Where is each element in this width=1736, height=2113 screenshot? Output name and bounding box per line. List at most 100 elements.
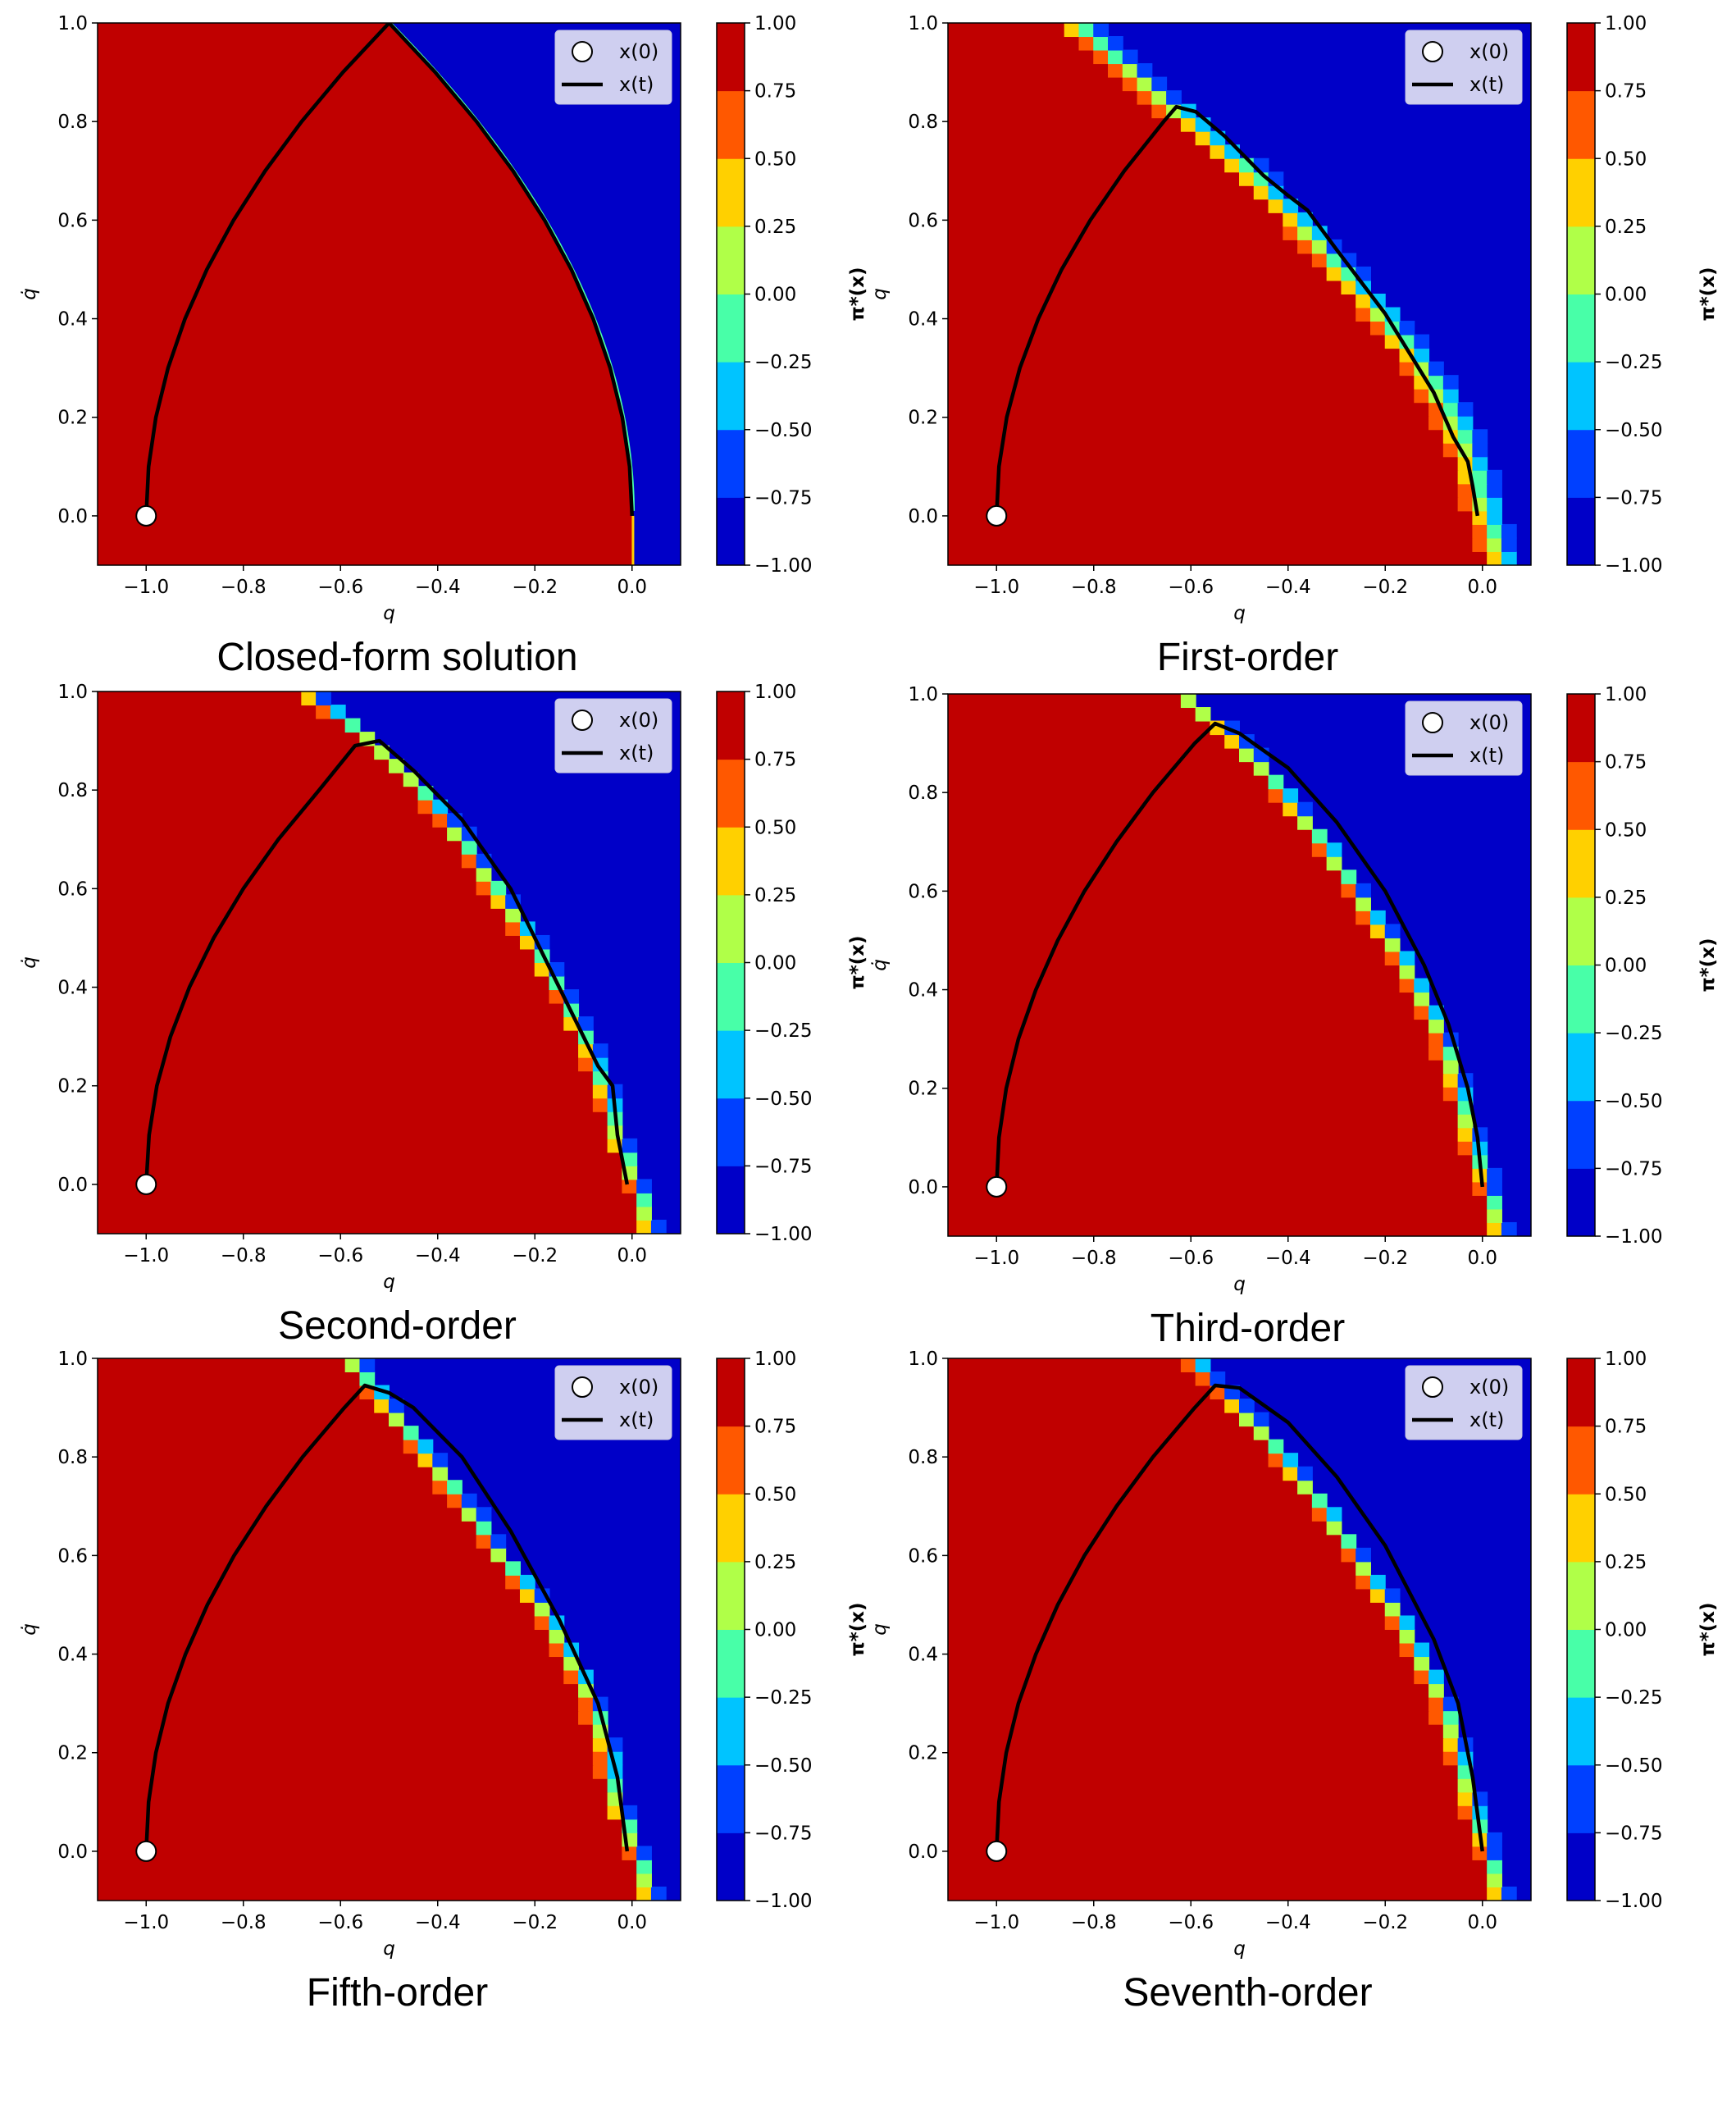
heatmap-cell — [1341, 375, 1357, 390]
heatmap-cell — [578, 1696, 594, 1712]
heatmap-cell — [1049, 1181, 1065, 1196]
heatmap-cell — [257, 1016, 273, 1031]
heatmap-cell — [330, 1043, 346, 1058]
heatmap-cell — [1341, 1019, 1357, 1034]
heatmap-cell — [1180, 924, 1196, 938]
heatmap-cell — [374, 1696, 390, 1712]
heatmap-cell — [403, 1439, 419, 1454]
heatmap-cell — [1064, 1194, 1080, 1210]
heatmap-cell — [1122, 456, 1138, 471]
heatmap-cell — [1414, 1127, 1430, 1142]
heatmap-cell — [1108, 788, 1123, 803]
heatmap-cell — [1399, 361, 1415, 377]
heatmap-cell — [948, 334, 964, 349]
colorbar-tick-label: 0.00 — [1605, 956, 1647, 977]
heatmap-cell — [403, 1125, 419, 1139]
heatmap-cell — [1064, 1127, 1080, 1142]
heatmap-cell — [1210, 510, 1226, 525]
heatmap-cell — [490, 948, 507, 963]
heatmap-cell — [432, 1859, 449, 1874]
heatmap-cell — [592, 1832, 608, 1847]
colorbar-segment — [1567, 23, 1595, 92]
heatmap-cell — [213, 1219, 230, 1234]
heatmap-cell — [1326, 1086, 1342, 1102]
heatmap-cell — [1020, 801, 1037, 817]
heatmap-cell — [549, 1859, 565, 1874]
heatmap-cell — [1005, 951, 1022, 965]
heatmap-cell — [126, 962, 142, 977]
heatmap-cell — [1283, 361, 1299, 377]
heatmap-cell — [257, 1426, 273, 1440]
heatmap-cell — [1268, 402, 1284, 417]
heatmap-cell — [1472, 550, 1488, 565]
heatmap-cell — [563, 1873, 580, 1887]
heatmap-cell — [359, 1642, 376, 1658]
y-axis-label: q̇ — [19, 288, 40, 300]
heatmap-cell — [98, 1791, 113, 1806]
heatmap-cell — [112, 921, 128, 936]
heatmap-cell — [461, 1723, 477, 1739]
heatmap-cell — [98, 1588, 113, 1603]
heatmap-cell — [578, 1723, 594, 1739]
heatmap-cell — [1137, 483, 1153, 498]
heatmap-cell — [1180, 523, 1196, 539]
heatmap-cell — [461, 1043, 477, 1058]
heatmap-cell — [1384, 483, 1401, 498]
heatmap-cell — [1078, 1005, 1095, 1020]
heatmap-cell — [330, 786, 346, 801]
heatmap-cell — [1180, 1127, 1196, 1142]
heatmap-cell — [1020, 171, 1037, 186]
heatmap-cell — [316, 1192, 331, 1207]
heatmap-cell — [1078, 761, 1095, 776]
heatmap-cell — [962, 63, 978, 78]
heatmap-cell — [991, 171, 1007, 186]
heatmap-cell — [213, 1764, 230, 1779]
heatmap-cell — [1122, 1221, 1138, 1236]
heatmap-cell — [1166, 978, 1182, 993]
heatmap-cell — [519, 1043, 535, 1058]
heatmap-cell — [1093, 510, 1109, 525]
heatmap-cell — [1166, 469, 1182, 485]
heatmap-cell — [1224, 1046, 1240, 1061]
heatmap-cell — [316, 1615, 331, 1630]
heatmap-cell — [991, 910, 1007, 925]
heatmap-cell — [432, 1778, 449, 1793]
heatmap-cell — [1166, 1181, 1182, 1196]
heatmap-cell — [447, 826, 462, 842]
heatmap-cell — [359, 880, 376, 896]
heatmap-cell — [432, 1480, 449, 1495]
heatmap-cell — [1151, 171, 1168, 186]
heatmap-cell — [1239, 788, 1255, 803]
heatmap-cell — [198, 1111, 215, 1126]
heatmap-cell — [359, 962, 376, 977]
heatmap-cell — [1195, 212, 1211, 227]
heatmap-cell — [1428, 1046, 1444, 1061]
heatmap-cell — [286, 1601, 303, 1617]
heatmap-cell — [170, 1778, 186, 1793]
heatmap-cell — [1311, 307, 1328, 322]
heatmap-cell — [977, 63, 992, 78]
heatmap-cell — [505, 1179, 521, 1193]
heatmap-cell — [112, 826, 128, 842]
heatmap-cell — [359, 1588, 376, 1603]
heatmap-cell — [126, 759, 142, 774]
heatmap-cell — [198, 1859, 215, 1874]
heatmap-cell — [519, 989, 535, 1004]
heatmap-cell — [1311, 951, 1328, 965]
heatmap-cell — [1166, 1221, 1182, 1236]
heatmap-cell — [1341, 951, 1357, 965]
heatmap-cell — [1020, 212, 1037, 227]
heatmap-cell — [403, 1778, 419, 1793]
heatmap-cell — [1399, 1019, 1415, 1034]
heatmap-cell — [126, 1642, 142, 1658]
heatmap-cell — [1078, 1221, 1095, 1236]
heatmap-cell — [359, 1439, 376, 1454]
heatmap-cell — [140, 1683, 157, 1698]
heatmap-cell — [330, 1111, 346, 1126]
heatmap-cell — [1414, 429, 1430, 444]
heatmap-cell — [140, 799, 157, 815]
heatmap-cell — [286, 745, 303, 760]
heatmap-cell — [126, 948, 142, 963]
heatmap-cell — [1472, 510, 1488, 525]
heatmap-cell — [1311, 1127, 1328, 1142]
